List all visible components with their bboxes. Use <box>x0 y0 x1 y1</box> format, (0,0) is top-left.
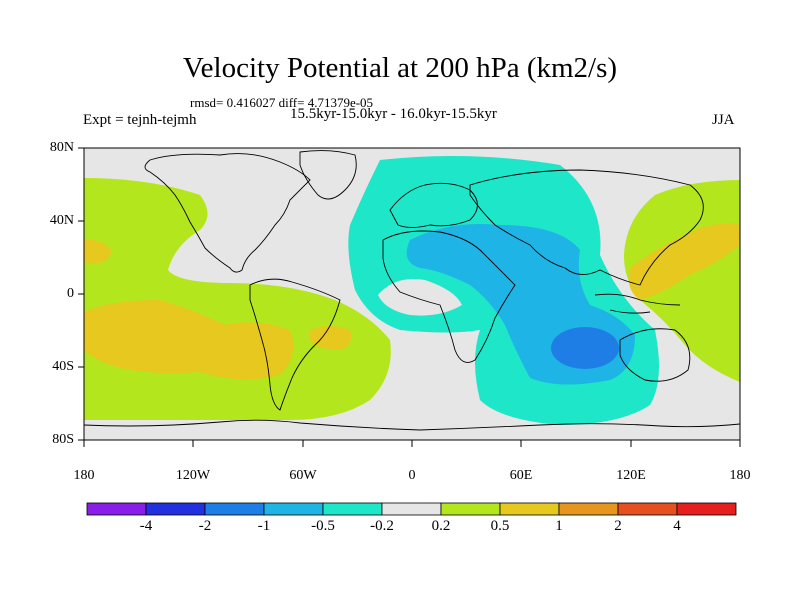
colorbar-label-m4: -4 <box>139 518 153 534</box>
colorbar-label-1: 1 <box>555 518 563 534</box>
lon-label-60w: 60W <box>289 468 317 483</box>
map-title: Velocity Potential at 200 hPa (km2/s) <box>182 52 618 84</box>
coast-australia <box>619 328 691 382</box>
lat-label-40s: 40S <box>52 359 74 374</box>
contour-pos-mid-andes <box>310 326 352 350</box>
colorbar-label-02: 0.2 <box>431 518 451 534</box>
lon-label-60e: 60E <box>509 468 533 483</box>
season-label: JJA <box>712 112 735 128</box>
colorbar-box <box>499 502 560 516</box>
lat-label-0: 0 <box>67 286 74 301</box>
contour-pos-mid-wpac <box>628 223 740 300</box>
colorbar-label-2: 2 <box>614 518 622 534</box>
lon-label-120e: 120E <box>616 468 646 483</box>
lon-label-0: 0 <box>408 468 416 483</box>
rmsd-diff-stats: rmsd= 0.416027 diff= 4.71379e-05 <box>190 95 374 110</box>
colorbar-box <box>617 502 678 516</box>
colorbar-box <box>440 502 501 516</box>
colorbar-label-m1: -1 <box>257 518 271 534</box>
period-label: 15.5kyr-15.0kyr - 16.0kyr-15.5kyr <box>290 106 497 122</box>
colorbar-box <box>381 502 442 516</box>
coastlines <box>84 150 740 431</box>
contour-pos-mid-west <box>84 300 294 380</box>
colorbar-box <box>263 502 324 516</box>
colorbar-box <box>676 502 737 516</box>
coast-north-america <box>144 153 311 273</box>
colorbar-box <box>86 502 147 516</box>
colorbar-box <box>204 502 265 516</box>
coast-europe <box>389 182 478 228</box>
coast-africa <box>382 230 516 363</box>
colorbar-label-05: 0.5 <box>490 518 510 534</box>
lat-label-80s: 80S <box>52 432 74 447</box>
lon-label-180e: 180 <box>729 468 751 483</box>
contour-pos-mid-hawaii <box>84 239 112 264</box>
axis-ticks <box>78 147 741 447</box>
colorbar-box <box>558 502 619 516</box>
colorbar-label-4: 4 <box>673 518 681 534</box>
colorbar-box <box>322 502 383 516</box>
lat-label-80n: 80N <box>49 140 74 155</box>
colorbar-label-m02: -0.2 <box>370 518 394 534</box>
lon-label-180w: 180 <box>73 468 95 483</box>
coast-antarctica <box>84 419 740 431</box>
contour-neg-strong <box>551 327 619 369</box>
lon-label-120w: 120W <box>175 468 211 483</box>
colorbar-label-m05: -0.5 <box>311 518 335 534</box>
coast-asia <box>469 169 704 286</box>
colorbar <box>86 502 737 516</box>
colorbar-box <box>145 502 206 516</box>
coast-indonesia <box>594 293 681 314</box>
lat-label-40n: 40N <box>49 213 74 228</box>
coast-south-america <box>249 278 341 411</box>
colorbar-label-m2: -2 <box>198 518 212 534</box>
experiment-label: Expt = tejnh-tejmh <box>83 112 197 128</box>
coast-greenland <box>299 150 357 200</box>
